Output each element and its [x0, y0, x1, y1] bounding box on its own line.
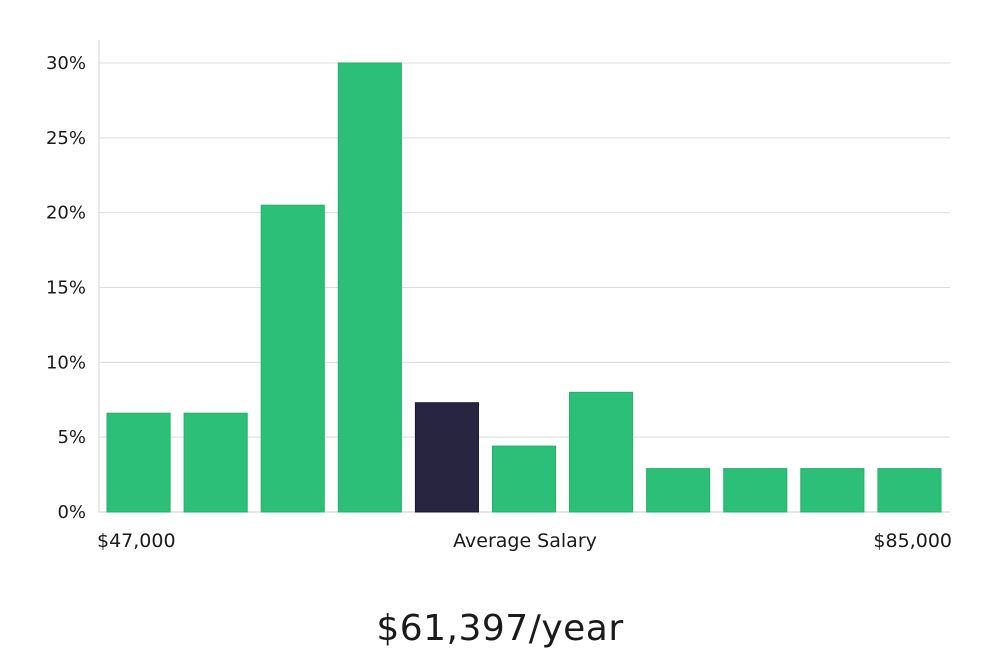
bar — [723, 468, 788, 513]
salary-histogram: 0% 5% 10% 15% 20% 25% 30% $47,000 Average Sala… — [46, 40, 952, 552]
bar — [337, 62, 402, 513]
y-tick-label: 5% — [57, 427, 86, 448]
bar — [877, 468, 942, 513]
x-label-center: Average Salary — [453, 530, 597, 552]
bar — [569, 391, 634, 513]
x-label-max: $85,000 — [873, 530, 952, 552]
x-label-min: $47,000 — [97, 530, 176, 552]
y-tick-label: 30% — [46, 53, 86, 74]
y-axis-ticks: 0% 5% 10% 15% 20% 25% 30% — [46, 53, 86, 523]
bar — [183, 412, 248, 513]
y-tick-label: 25% — [46, 128, 86, 149]
bars — [106, 62, 942, 513]
bar — [800, 468, 865, 513]
bar — [260, 204, 325, 513]
y-tick-label: 10% — [46, 352, 86, 373]
y-tick-label: 20% — [46, 203, 86, 224]
bar-highlight — [414, 402, 479, 513]
y-tick-label: 0% — [57, 502, 86, 523]
average-salary-value: $61,397/year — [376, 608, 624, 649]
bar — [106, 412, 171, 513]
bar — [646, 468, 711, 513]
y-tick-label: 15% — [46, 278, 86, 299]
bar — [492, 445, 557, 513]
